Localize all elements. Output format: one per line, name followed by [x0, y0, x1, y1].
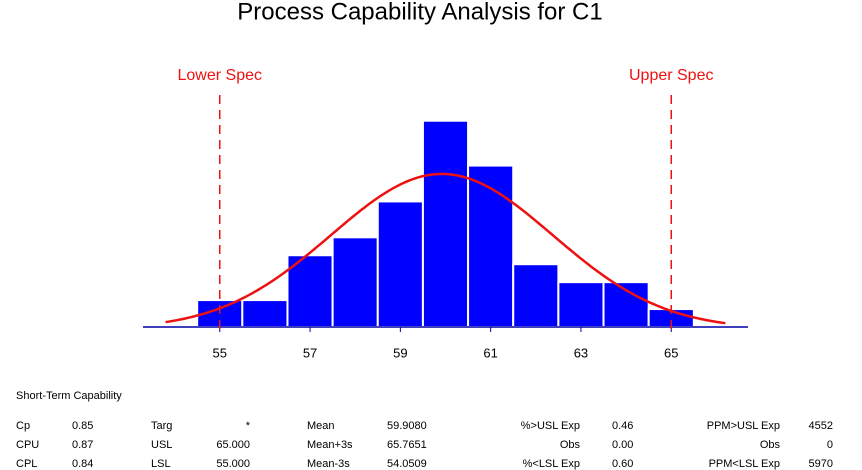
spec-label: Upper Spec — [629, 67, 714, 84]
x-tick-label: 57 — [303, 345, 317, 360]
normal-curve — [165, 172, 726, 325]
x-tick-label: 63 — [574, 345, 588, 360]
table-cell: PPM<LSL Exp — [709, 458, 780, 470]
table-cell: USL — [151, 439, 172, 451]
x-tick-label: 61 — [483, 345, 497, 360]
table-title: Short-Term Capability — [16, 390, 122, 402]
bar — [331, 236, 379, 328]
x-tick-label: 65 — [664, 345, 678, 360]
bar — [421, 119, 470, 328]
table-cell: 0.60 — [612, 458, 633, 470]
table-cell: Mean+3s — [307, 439, 353, 451]
bar — [241, 299, 289, 328]
bar — [512, 263, 560, 328]
table-cell: CPU — [16, 439, 39, 451]
bar — [467, 164, 515, 328]
bar — [557, 281, 605, 328]
table-cell: Targ — [151, 420, 172, 432]
table-cell: PPM>USL Exp — [707, 420, 780, 432]
bar — [376, 200, 424, 328]
chart-title: Process Capability Analysis for C1 — [237, 0, 602, 25]
table-cell: 55.000 — [216, 458, 250, 470]
table-cell: Obs — [560, 439, 581, 451]
table-cell: 0.84 — [72, 458, 93, 470]
table-cell: 4552 — [809, 420, 833, 432]
table-cell: %>USL Exp — [521, 420, 580, 432]
table-cell: 0.00 — [612, 439, 633, 451]
table-cell: LSL — [151, 458, 171, 470]
table-cell: * — [246, 420, 251, 432]
table-cell: 5970 — [809, 458, 833, 470]
table-cell: Cp — [16, 420, 30, 432]
table-cell: 0.85 — [72, 420, 93, 432]
x-tick-label: 55 — [213, 345, 227, 360]
table-cell: 65.7651 — [387, 439, 427, 451]
table-cell: 54.0509 — [387, 458, 427, 470]
table-cell: %<LSL Exp — [523, 458, 580, 470]
table-cell: Obs — [760, 439, 781, 451]
table-cell: 0.46 — [612, 420, 633, 432]
x-tick-label: 59 — [393, 345, 407, 360]
table-cell: 0 — [827, 439, 833, 451]
table-cell: Mean — [307, 420, 335, 432]
table-cell: Mean-3s — [307, 458, 350, 470]
table-cell: 65.000 — [216, 439, 250, 451]
spec-label: Lower Spec — [178, 67, 263, 84]
table-cell: 59.9080 — [387, 420, 427, 432]
table-cell: 0.87 — [72, 439, 93, 451]
table-cell: CPL — [16, 458, 37, 470]
